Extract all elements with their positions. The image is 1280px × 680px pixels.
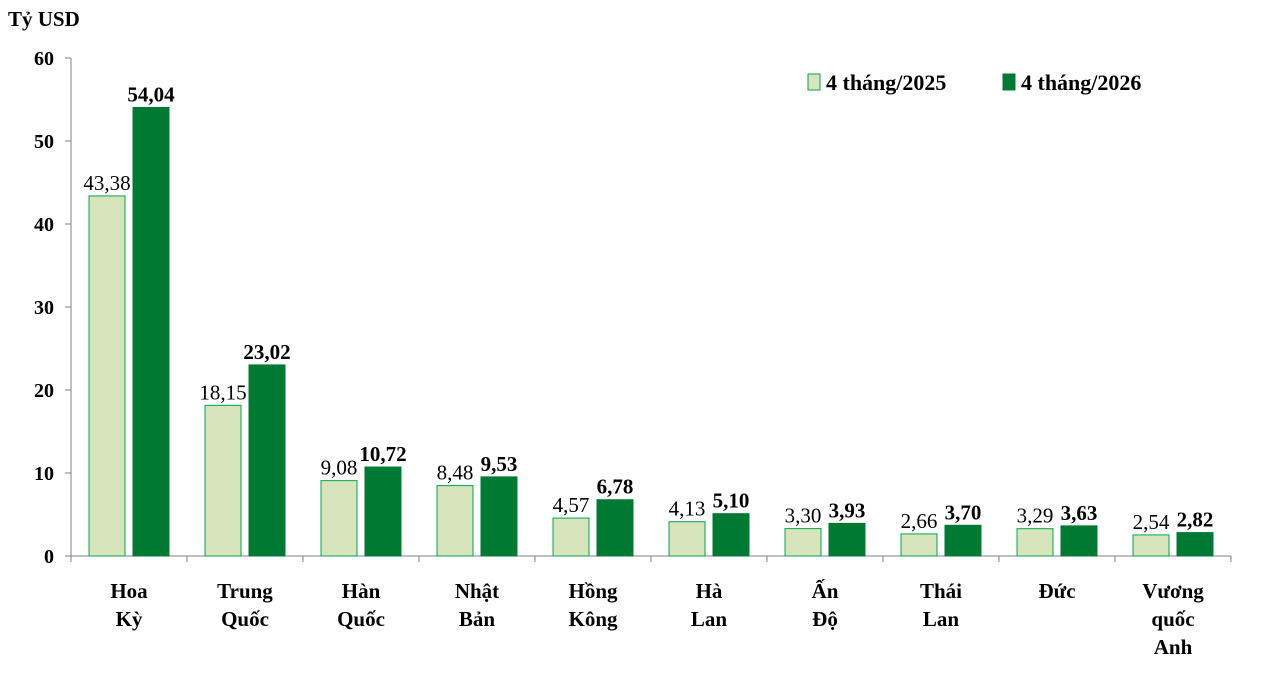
legend-swatch-2026 [1002,73,1016,91]
legend-label-2026: 4 tháng/2026 [1021,70,1141,95]
value-label-2025: 8,48 [437,461,474,485]
bar-2025 [88,195,126,557]
bar-2025 [784,528,822,557]
y-tick-label: 0 [44,546,54,568]
category-label-line: Thái [920,579,962,603]
bar-2026 [712,513,750,557]
category-label: Nhật Bản [455,579,499,631]
category-labels: Hoa Kỳ Trung Quốc Hàn Quốc Nhật Bản Hồng Kông Hà La… [110,579,1204,659]
bar-2025 [1132,534,1170,557]
y-axis-unit-label: Tỷ USD [8,7,80,31]
category-label-line: Độ [812,607,838,631]
category-label-line: Quốc [337,607,385,631]
value-label-2025: 4,13 [669,497,706,521]
bar-2025 [1016,528,1054,557]
bar-2025 [320,480,358,557]
y-tick-label: 60 [34,48,54,70]
y-tick-label: 50 [34,131,54,153]
value-label-2025: 3,30 [785,504,822,528]
category-label: Vương quốc Anh [1142,579,1204,659]
category-label: Hồng Kông [568,579,618,631]
category-label: Hà Lan [691,579,728,631]
value-label-2026: 9,53 [481,452,518,476]
bar-2026 [480,476,518,557]
value-label-2026: 10,72 [359,442,406,466]
bar-2025 [204,404,242,557]
category-label-line: Anh [1154,635,1193,659]
bar-2026 [828,522,866,557]
category-label: Hoa Kỳ [110,579,148,631]
value-label-2025: 3,29 [1017,504,1054,528]
category-label-line: Nhật [455,579,499,603]
value-label-2026: 54,04 [127,82,175,106]
category-label-line: Bản [459,607,496,631]
value-label-2025: 2,66 [901,509,938,533]
value-label-2026: 3,63 [1061,501,1098,525]
y-tick-label: 40 [34,214,54,236]
category-label-line: quốc [1151,607,1194,631]
value-label-2025: 2,54 [1133,510,1170,534]
bar-2026 [1060,525,1098,557]
category-label: Ấn Độ [812,579,839,631]
bar-2026 [132,106,170,557]
category-label-line: Hồng [568,579,618,603]
category-label-line: Hàn [342,579,381,603]
bar-2026 [944,524,982,557]
category-label-line: Trung [217,579,273,603]
category-label-line: Ấn [812,579,839,603]
value-label-2026: 3,93 [829,498,866,522]
category-label-line: Lan [691,607,728,631]
value-label-2025: 43,38 [83,171,130,195]
legend: 4 tháng/2025 4 tháng/2026 [807,70,1141,95]
legend-label-2025: 4 tháng/2025 [826,70,946,95]
category-label-line: Hà [696,579,723,603]
legend-swatch-2025 [807,73,821,91]
bar-2025 [552,517,590,557]
category-label-line: Vương [1142,579,1204,603]
y-tick-label: 20 [34,380,54,402]
category-label-line: Quốc [221,607,269,631]
category-label-line: Kỳ [116,607,143,631]
bars [88,106,1214,557]
y-tick-label: 10 [34,463,54,485]
bar-2025 [668,521,706,557]
category-label: Thái Lan [920,579,962,631]
value-label-2026: 5,10 [713,489,750,513]
bar-2025 [436,485,474,557]
bar-2025 [900,533,938,557]
value-label-2026: 3,70 [945,500,982,524]
value-label-2025: 4,57 [553,493,590,517]
bar-2026 [248,364,286,557]
category-label: Hàn Quốc [337,579,385,631]
bar-2026 [1176,532,1214,557]
category-label-line: Kông [568,607,618,631]
category-label-line: Hoa [110,579,148,603]
category-label-line: Đức [1038,579,1075,603]
category-label-line: Lan [923,607,960,631]
bar-2026 [364,466,402,557]
value-label-2026: 23,02 [243,340,290,364]
value-label-2026: 2,82 [1177,508,1214,532]
value-label-2026: 6,78 [597,475,634,499]
value-label-2025: 9,08 [321,456,358,480]
bar-2026 [596,499,634,557]
value-label-2025: 18,15 [199,380,246,404]
category-label: Trung Quốc [217,579,273,631]
category-label: Đức [1038,579,1075,603]
y-tick-label: 30 [34,297,54,319]
